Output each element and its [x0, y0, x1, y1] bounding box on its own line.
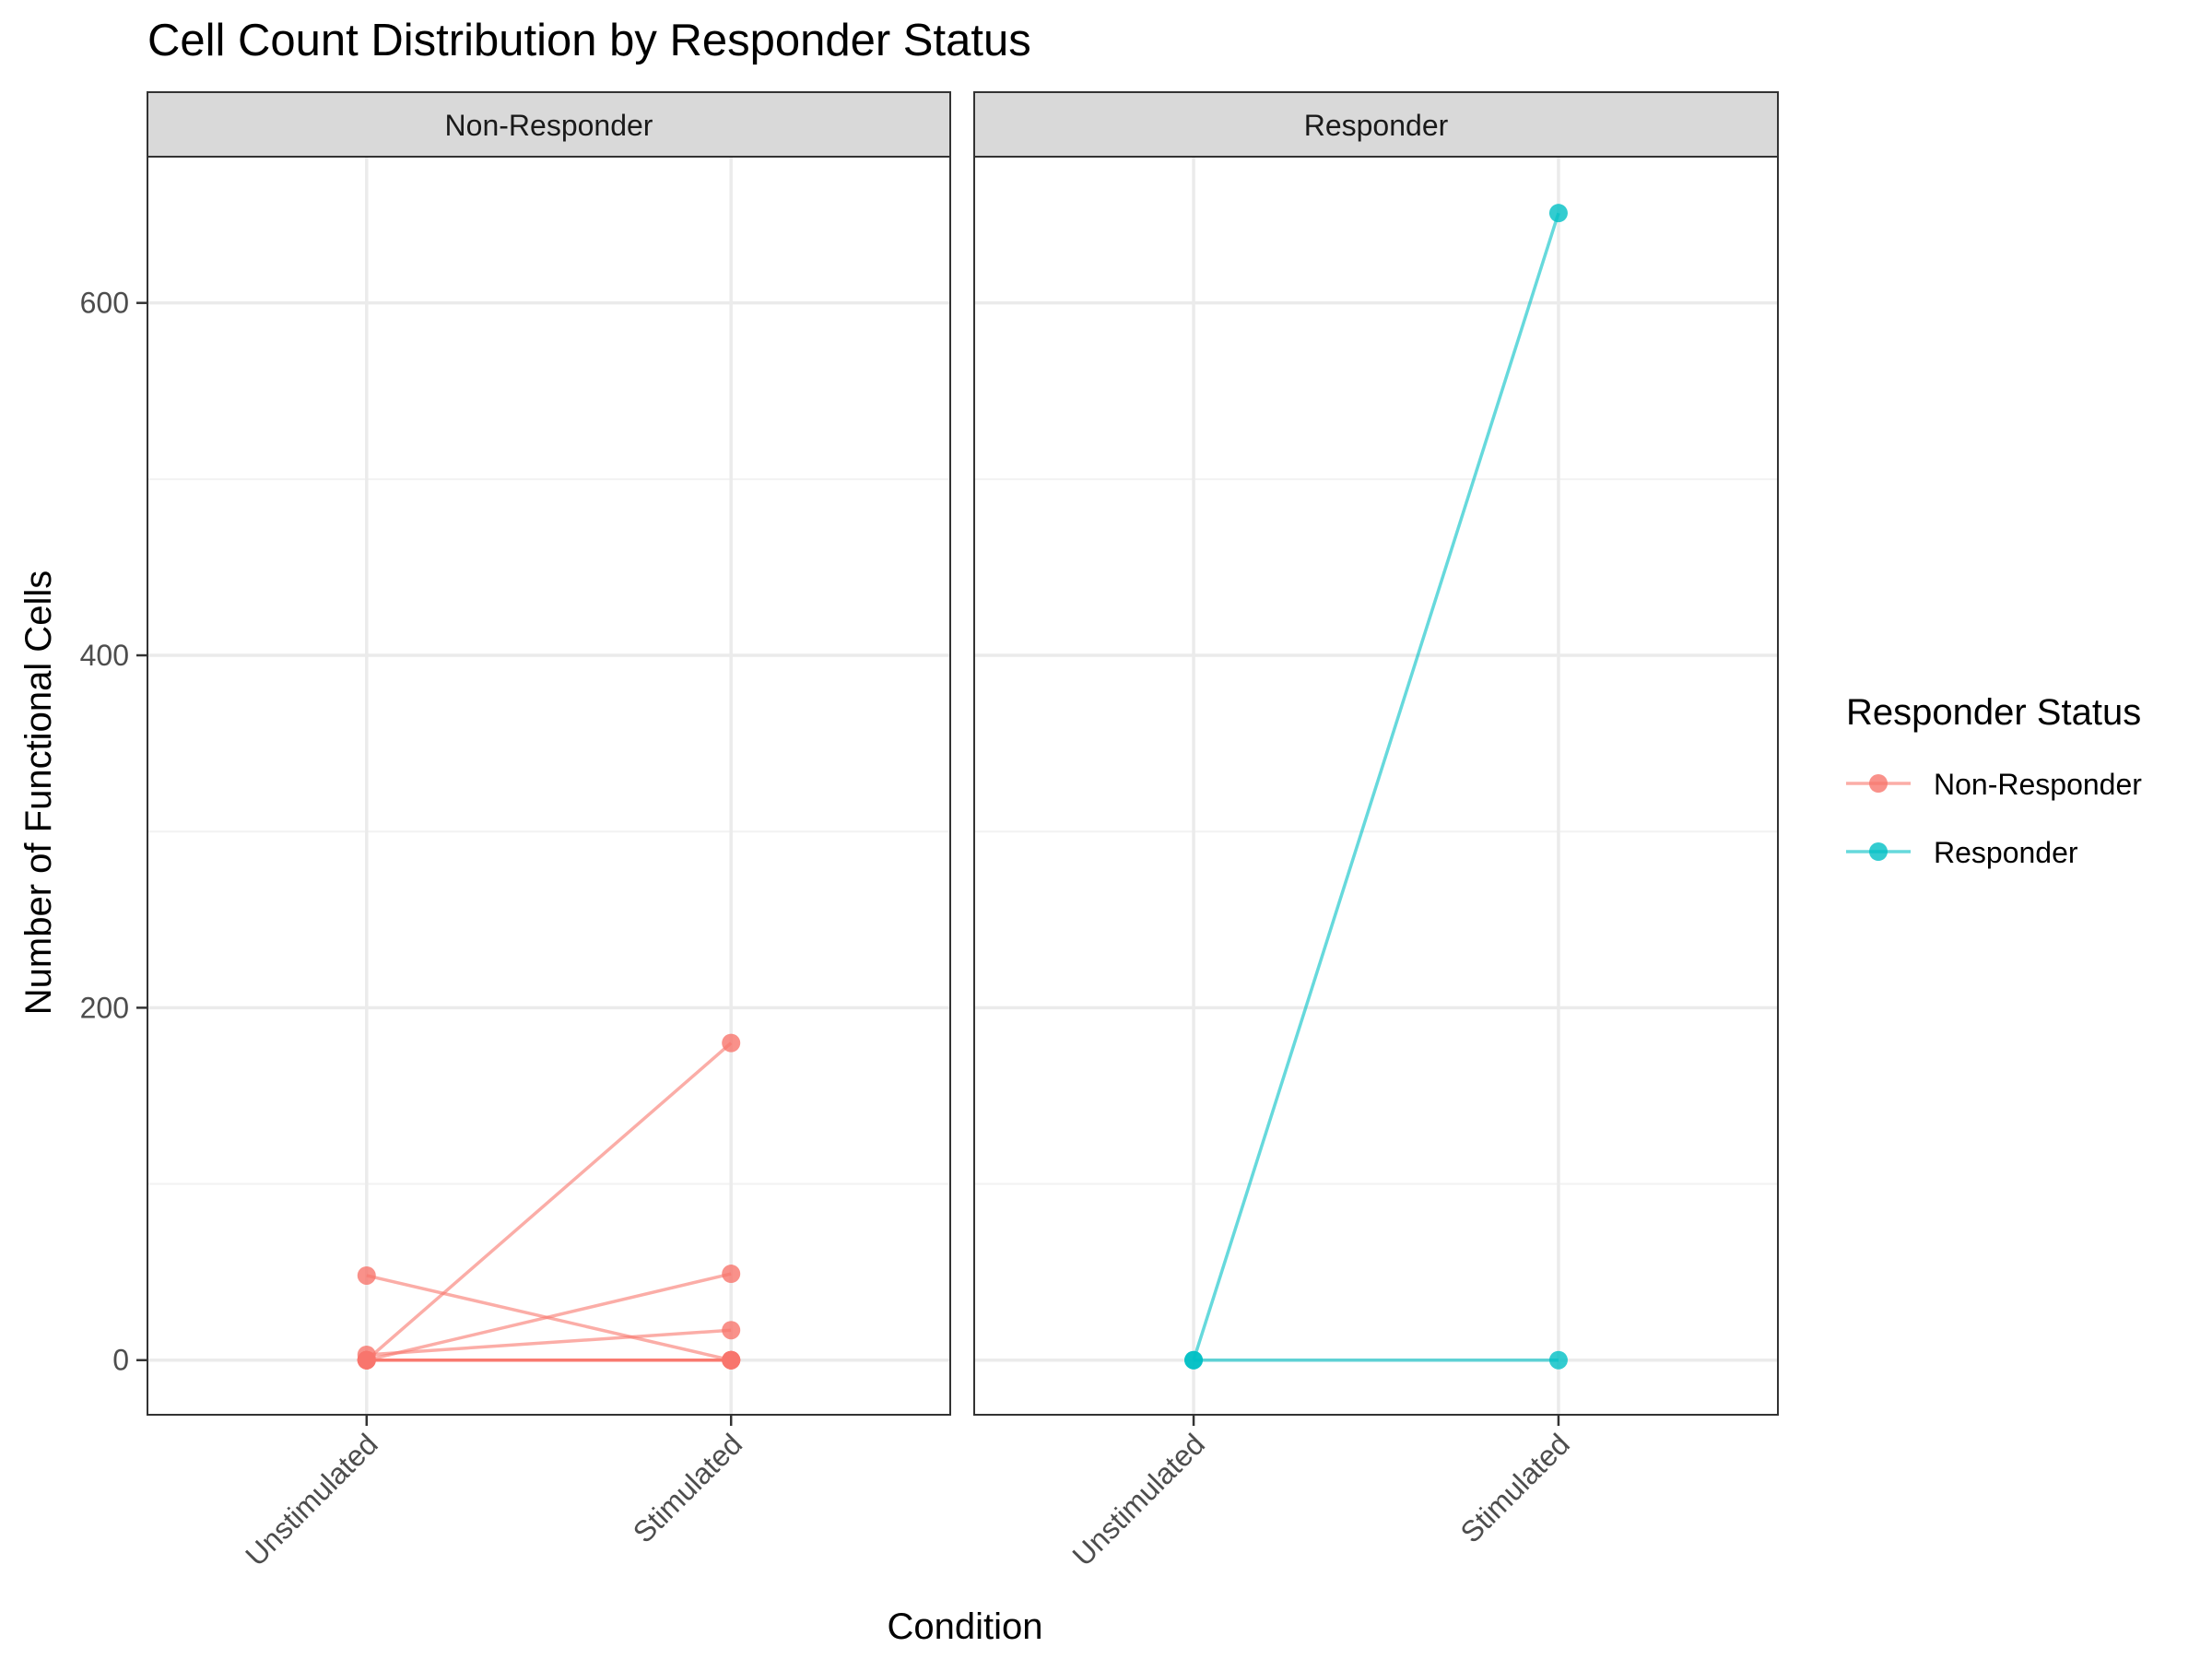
facet-strip-label: Non-Responder — [445, 109, 653, 142]
data-point — [722, 1321, 741, 1340]
x-tick-label: Stimulated — [1454, 1427, 1576, 1548]
y-axis-title: Number of Functional Cells — [18, 571, 59, 1015]
y-tick-label: 200 — [80, 991, 129, 1024]
data-point — [1184, 1350, 1204, 1370]
series-line — [1192, 212, 1560, 1361]
data-point — [357, 1265, 376, 1285]
facet-strip-label: Responder — [1304, 109, 1449, 142]
y-tick-label: 400 — [80, 639, 129, 672]
x-tick-label: Unstimulated — [239, 1427, 384, 1572]
legend-key-point — [1869, 842, 1888, 861]
legend-item-non-responder: Non-Responder — [1846, 768, 2142, 801]
legend-key-point — [1869, 774, 1888, 793]
facet-strip — [147, 91, 951, 158]
facet-panels: Non-Responder Unstimulated Stimulated 0 200 4… — [80, 91, 1779, 1572]
x-tick-label: Stimulated — [627, 1427, 748, 1548]
legend-label: Responder — [1934, 836, 2078, 869]
y-tick-label: 600 — [80, 287, 129, 320]
panel-background — [147, 157, 950, 1415]
data-point — [357, 1350, 376, 1370]
panel-non-responder: Non-Responder Unstimulated Stimulated 0 200 4… — [80, 91, 951, 1572]
data-point — [722, 1033, 741, 1053]
data-point — [722, 1265, 741, 1284]
facet-strip — [973, 91, 1779, 158]
chart-title: Cell Count Distribution by Responder Sta… — [147, 16, 1031, 65]
series-line — [366, 1328, 732, 1357]
data-point — [1548, 1350, 1568, 1370]
series-line — [365, 1041, 733, 1362]
legend-title: Responder Status — [1846, 692, 2141, 733]
series-line — [366, 1272, 732, 1362]
data-point — [1548, 204, 1568, 223]
x-tick-label: Unstimulated — [1065, 1427, 1211, 1572]
y-tick-label: 0 — [112, 1344, 129, 1377]
legend: Responder Status Non-Responder Responder — [1846, 692, 2142, 869]
legend-label: Non-Responder — [1934, 768, 2142, 801]
data-point — [722, 1350, 741, 1370]
x-axis-title: Condition — [887, 1606, 1042, 1647]
legend-item-responder: Responder — [1846, 836, 2078, 869]
panel-responder: Responder Unstimulated Stimulated — [973, 91, 1779, 1572]
